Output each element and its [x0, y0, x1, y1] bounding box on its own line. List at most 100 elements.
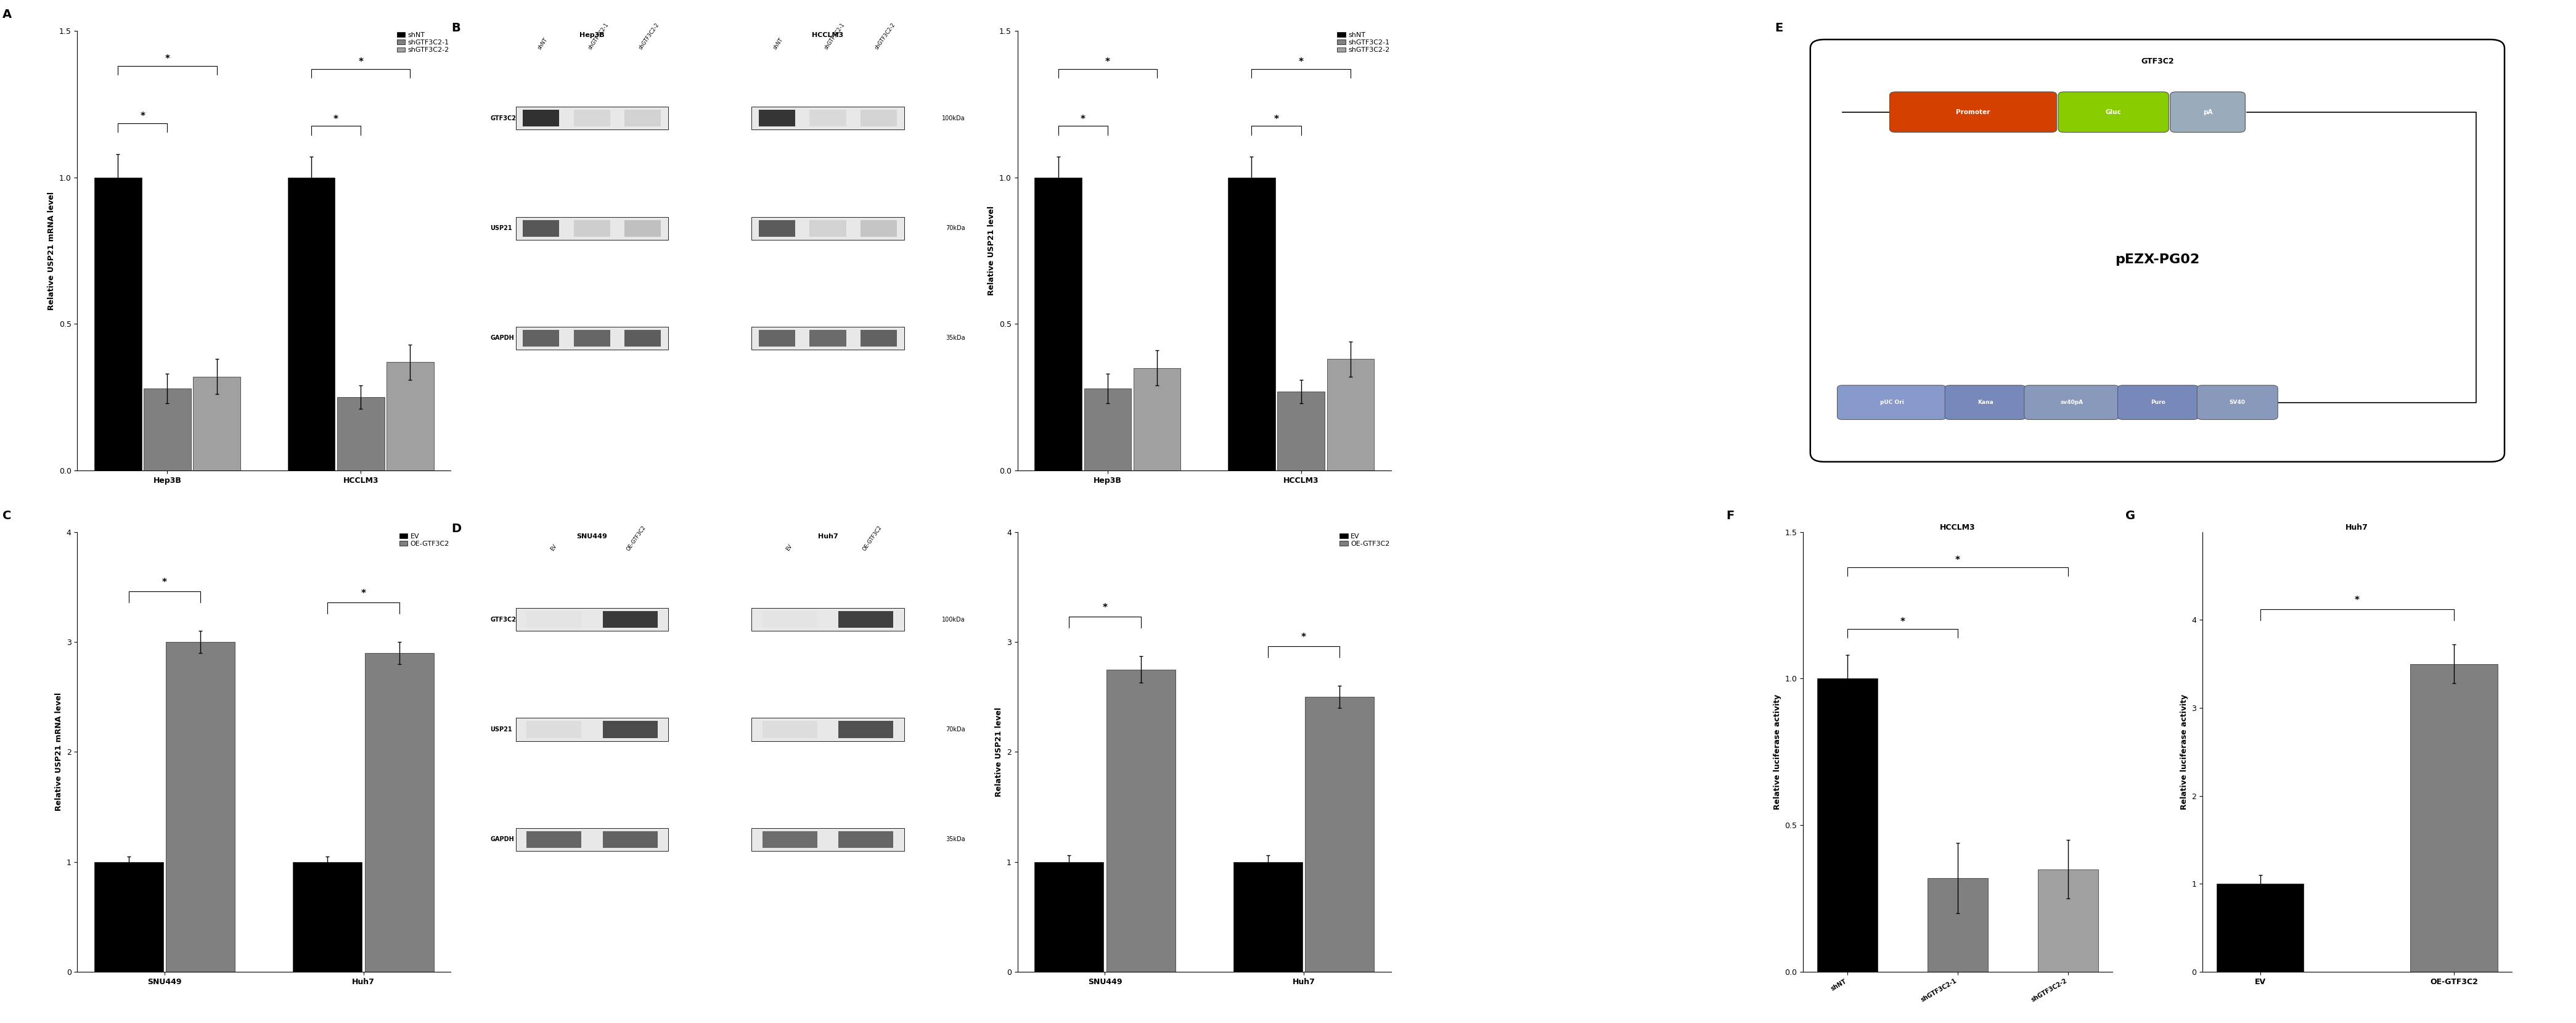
- Bar: [762, 721, 817, 738]
- Text: EV: EV: [786, 543, 793, 551]
- Bar: [515, 718, 667, 741]
- Text: F: F: [1726, 510, 1734, 522]
- Bar: [603, 611, 657, 628]
- Text: SV40: SV40: [2228, 400, 2246, 405]
- Text: shGTF3C2-1: shGTF3C2-1: [587, 21, 611, 50]
- Text: 70kDa: 70kDa: [945, 726, 966, 732]
- Text: Gluc: Gluc: [2105, 109, 2123, 116]
- Text: *: *: [332, 115, 337, 124]
- Bar: [603, 721, 657, 738]
- Bar: [1105, 669, 1175, 972]
- Bar: [623, 109, 662, 127]
- Bar: [809, 220, 845, 236]
- Bar: [809, 109, 845, 127]
- Bar: [837, 611, 894, 628]
- Bar: [1234, 861, 1303, 972]
- Bar: [523, 329, 559, 347]
- Y-axis label: Relative USP21 level: Relative USP21 level: [994, 707, 1002, 797]
- Text: *: *: [1103, 603, 1108, 612]
- Text: Hep3B: Hep3B: [580, 33, 605, 39]
- Bar: [515, 828, 667, 851]
- Text: 35kDa: 35kDa: [945, 336, 966, 342]
- Text: *: *: [1079, 115, 1084, 124]
- Bar: [95, 861, 162, 972]
- Text: shGTF3C2-2: shGTF3C2-2: [639, 21, 659, 50]
- Bar: [760, 329, 796, 347]
- Bar: [193, 376, 240, 471]
- Text: *: *: [162, 578, 167, 587]
- Bar: [1816, 678, 1878, 972]
- Text: *: *: [358, 57, 363, 66]
- Text: Promoter: Promoter: [1955, 109, 1991, 116]
- Bar: [809, 329, 845, 347]
- Bar: [752, 608, 904, 631]
- Text: GTF3C2: GTF3C2: [489, 116, 515, 122]
- Text: GTF3C2: GTF3C2: [2141, 57, 2174, 65]
- FancyBboxPatch shape: [2025, 386, 2120, 419]
- Bar: [1927, 878, 1989, 972]
- Bar: [2038, 870, 2099, 972]
- Legend: shNT, shGTF3C2-1, shGTF3C2-2: shNT, shGTF3C2-1, shGTF3C2-2: [397, 32, 448, 53]
- Bar: [762, 611, 817, 628]
- Text: shGTF3C2-1: shGTF3C2-1: [824, 21, 845, 50]
- Bar: [337, 397, 384, 471]
- Text: shGTF3C2-2: shGTF3C2-2: [873, 21, 896, 50]
- Text: OE-GTF3C2: OE-GTF3C2: [860, 525, 884, 551]
- Bar: [1278, 392, 1324, 471]
- Text: C: C: [3, 510, 10, 522]
- Text: *: *: [1301, 632, 1306, 642]
- Bar: [752, 828, 904, 851]
- Text: pUC Ori: pUC Ori: [1880, 400, 1904, 405]
- Legend: shNT, shGTF3C2-1, shGTF3C2-2: shNT, shGTF3C2-1, shGTF3C2-2: [1337, 32, 1388, 53]
- Text: G: G: [2125, 510, 2136, 522]
- Text: shNT: shNT: [536, 37, 549, 50]
- Y-axis label: Relative luciferase activity: Relative luciferase activity: [2179, 695, 2187, 809]
- Text: Puro: Puro: [2151, 400, 2166, 405]
- Bar: [2411, 664, 2499, 972]
- Bar: [1229, 177, 1275, 471]
- Bar: [1036, 177, 1082, 471]
- FancyBboxPatch shape: [1837, 386, 1947, 419]
- Text: 35kDa: 35kDa: [945, 837, 966, 843]
- Text: pA: pA: [2202, 109, 2213, 116]
- Text: shNT: shNT: [773, 37, 786, 50]
- Text: 100kDa: 100kDa: [943, 116, 966, 122]
- Text: USP21: USP21: [489, 225, 513, 231]
- FancyBboxPatch shape: [2197, 386, 2277, 419]
- Text: *: *: [1955, 555, 1960, 565]
- Text: Huh7: Huh7: [817, 534, 837, 540]
- Bar: [95, 177, 142, 471]
- Bar: [1036, 861, 1103, 972]
- Text: GAPDH: GAPDH: [489, 336, 515, 342]
- Bar: [386, 362, 433, 471]
- Bar: [2215, 884, 2303, 972]
- Y-axis label: Relative USP21 mRNA level: Relative USP21 mRNA level: [54, 693, 62, 811]
- Bar: [294, 861, 363, 972]
- Text: *: *: [1105, 57, 1110, 66]
- Text: D: D: [451, 523, 461, 535]
- Text: *: *: [165, 54, 170, 63]
- Text: 70kDa: 70kDa: [945, 225, 966, 231]
- Y-axis label: Relative USP21 level: Relative USP21 level: [987, 206, 997, 296]
- Bar: [1306, 697, 1373, 972]
- Text: *: *: [139, 112, 144, 121]
- Text: sv40pA: sv40pA: [2061, 400, 2084, 405]
- Legend: EV, OE-GTF3C2: EV, OE-GTF3C2: [1340, 533, 1388, 547]
- Bar: [752, 106, 904, 130]
- Title: HCCLM3: HCCLM3: [1940, 523, 1976, 531]
- Text: Kana: Kana: [1978, 400, 1994, 405]
- Bar: [837, 831, 894, 848]
- Text: 100kDa: 100kDa: [943, 617, 966, 623]
- Bar: [515, 608, 667, 631]
- Text: USP21: USP21: [489, 726, 513, 732]
- Bar: [623, 220, 662, 236]
- Legend: EV, OE-GTF3C2: EV, OE-GTF3C2: [399, 533, 448, 547]
- Bar: [515, 217, 667, 239]
- Bar: [165, 642, 234, 972]
- Text: OE-GTF3C2: OE-GTF3C2: [626, 525, 647, 551]
- Text: *: *: [1901, 617, 1906, 626]
- Title: Huh7: Huh7: [2347, 523, 2367, 531]
- Bar: [1327, 359, 1373, 471]
- Bar: [1084, 389, 1131, 471]
- Bar: [760, 220, 796, 236]
